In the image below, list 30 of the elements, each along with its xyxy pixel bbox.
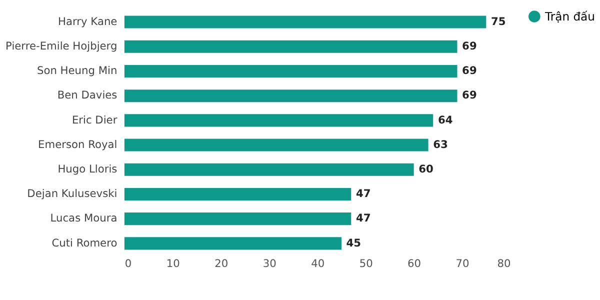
- y-tick-label: Emerson Royal: [38, 138, 118, 151]
- x-tick-label: 80: [497, 256, 512, 270]
- data-label: 45: [346, 236, 362, 250]
- data-label: 63: [433, 138, 448, 151]
- y-tick-label: Cuti Romero: [52, 236, 118, 250]
- x-tick-label: 50: [359, 256, 374, 270]
- data-label: 64: [438, 113, 453, 126]
- x-tick-label: 0: [124, 256, 132, 270]
- data-label: 69: [462, 88, 477, 102]
- y-tick-label: Son Heung Min: [36, 64, 118, 78]
- x-tick-label: 10: [166, 256, 180, 270]
- y-tick-label: Harry Kane: [58, 14, 118, 28]
- y-tick-label: Ben Davies: [57, 88, 118, 102]
- legend-label: Trận đấu: [544, 9, 595, 24]
- y-tick-label: Hugo Lloris: [58, 162, 118, 176]
- x-tick-label: 40: [311, 256, 325, 270]
- y-tick-label: Dejan Kulusevski: [27, 187, 118, 200]
- x-tick-label: 20: [214, 256, 228, 270]
- y-tick-label: Lucas Moura: [50, 212, 118, 225]
- data-label: 47: [356, 187, 371, 200]
- x-tick-label: 30: [262, 256, 277, 270]
- data-label: 60: [418, 162, 434, 176]
- y-tick-label: Eric Dier: [72, 113, 118, 126]
- data-label: 47: [356, 212, 371, 225]
- x-tick-label: 60: [408, 256, 422, 270]
- data-label: 69: [462, 40, 477, 53]
- x-tick-label: 70: [456, 256, 470, 270]
- data-label: 75: [490, 14, 506, 28]
- data-label: 69: [462, 64, 477, 78]
- y-tick-label: Pierre-Emile Hojbjerg: [6, 40, 118, 53]
